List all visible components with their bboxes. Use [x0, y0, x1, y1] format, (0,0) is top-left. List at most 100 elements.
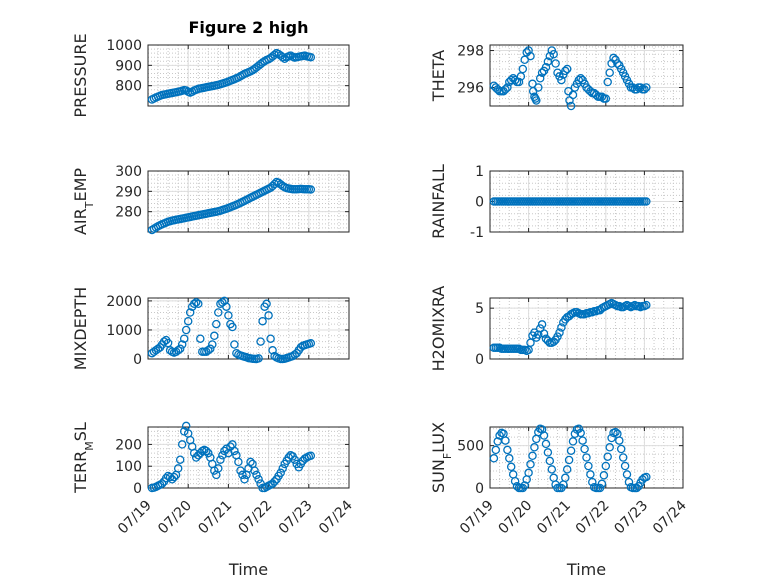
x-tick-label: 07/22 — [573, 498, 613, 538]
panel-pressure: 800 900 1000 PRESSURE Figure 2 high — [71, 18, 350, 118]
data-point — [183, 316, 193, 326]
data-point — [642, 472, 651, 482]
data-point — [557, 323, 566, 332]
panel-mixdepth: 0 1000 2000 MIXDEPTH — [71, 287, 350, 370]
x-tick-label: 07/24 — [650, 497, 690, 537]
y-tick-label: 1000 — [106, 323, 142, 339]
data-point — [518, 64, 528, 74]
data-point — [534, 83, 543, 92]
y-axis-label: THETA — [429, 50, 448, 102]
y-tick-label: 280 — [115, 205, 142, 221]
data-point — [609, 53, 618, 63]
data-point — [175, 344, 185, 354]
data-point — [173, 464, 183, 473]
x-tick-label: 07/21 — [195, 498, 235, 538]
data-point — [591, 90, 601, 100]
y-tick-label: 2000 — [106, 294, 142, 310]
data-point — [204, 346, 213, 355]
data-point — [506, 75, 516, 85]
y-tick-label: 290 — [115, 184, 142, 200]
x-tick-label: 07/22 — [236, 498, 276, 538]
data-point — [562, 465, 572, 474]
data-point — [194, 299, 203, 309]
data-point — [189, 448, 199, 458]
data-point — [254, 475, 263, 484]
data-point — [545, 456, 555, 466]
data-point — [611, 427, 620, 437]
data-point — [216, 455, 225, 464]
data-point — [191, 298, 201, 307]
y-tick-label: 900 — [115, 58, 142, 74]
data-point — [603, 452, 612, 461]
data-point — [599, 471, 609, 480]
y-tick-label: 296 — [457, 81, 484, 97]
x-tick-label: 07/24 — [316, 497, 356, 537]
x-tick-label: 07/20 — [496, 498, 536, 538]
y-tick-label: 0 — [133, 481, 142, 497]
data-point — [615, 436, 624, 445]
data-point — [539, 329, 549, 338]
data-point — [238, 470, 247, 480]
data-point — [510, 476, 520, 486]
data-point — [642, 300, 651, 310]
y-axis-label: H2OMIXRA — [429, 286, 448, 372]
data-point — [543, 57, 553, 66]
x-tick-label: 07/21 — [534, 498, 574, 538]
data-point — [252, 470, 261, 480]
x-tick-label: 07/19 — [115, 498, 155, 538]
data-point — [562, 64, 572, 74]
data-point — [268, 346, 277, 355]
y-tick-label: 298 — [457, 44, 484, 60]
y-axis-label: RAINFALL — [429, 164, 448, 239]
data-point — [179, 427, 189, 436]
data-point — [256, 337, 265, 346]
data-point — [234, 457, 243, 467]
x-axis-label: Time — [228, 560, 268, 579]
data-point — [491, 445, 501, 455]
y-tick-label: 100 — [115, 459, 142, 475]
data-point — [306, 52, 316, 62]
data-point — [601, 461, 611, 471]
data-point — [181, 86, 191, 95]
data-point — [230, 340, 239, 349]
data-point — [262, 299, 271, 309]
data-point — [640, 85, 649, 94]
data-point — [506, 462, 516, 472]
y-tick-label: 5 — [475, 301, 484, 317]
data-point — [636, 83, 645, 92]
data-point — [246, 457, 255, 467]
data-point — [179, 334, 189, 343]
data-point — [576, 74, 585, 83]
data-point — [642, 83, 651, 92]
data-point — [524, 46, 533, 55]
y-axis-label: AIRTEMP — [71, 168, 96, 235]
data-point — [568, 437, 578, 446]
data-point — [524, 468, 533, 478]
data-point — [240, 475, 249, 484]
data-point — [539, 431, 549, 440]
data-point — [181, 421, 191, 431]
data-point — [210, 331, 219, 341]
data-point — [510, 75, 520, 85]
data-point — [601, 94, 611, 103]
data-point — [578, 436, 587, 445]
data-point — [270, 179, 279, 189]
data-point — [276, 468, 285, 478]
data-point — [537, 320, 547, 329]
y-axis-label: TERRMSL — [71, 422, 96, 494]
data-point — [278, 464, 287, 473]
data-point — [266, 334, 275, 343]
y-axis-label: PRESSURE — [71, 33, 90, 117]
data-point — [254, 354, 263, 363]
data-point — [230, 446, 239, 456]
data-point — [543, 448, 553, 457]
data-point — [514, 77, 524, 87]
data-point — [196, 334, 205, 343]
y-tick-label: 0 — [475, 195, 484, 211]
data-point — [520, 55, 529, 65]
panel-rainfall: -1 0 1 RAINFALL — [429, 164, 684, 241]
y-axis-label: SUNFLUX — [429, 422, 454, 493]
data-point — [535, 74, 545, 83]
data-point — [624, 477, 634, 487]
